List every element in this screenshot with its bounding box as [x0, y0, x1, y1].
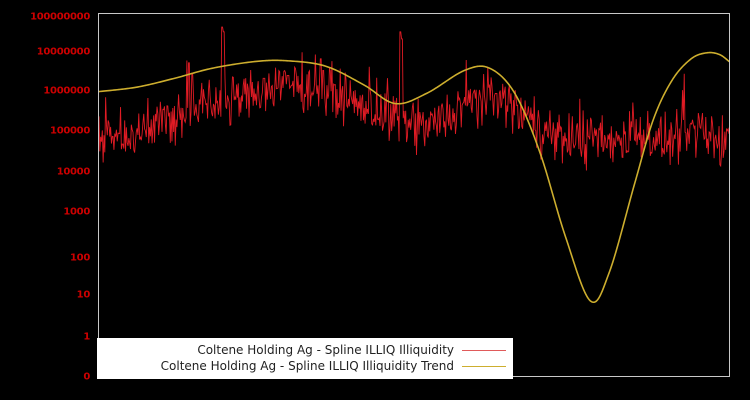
chart-legend: Coltene Holding Ag - Spline ILLIQ Illiqu… — [97, 338, 513, 379]
y-axis-tick-label: 0 — [83, 371, 90, 383]
y-axis-tick-label: 100000 — [50, 125, 90, 137]
legend-swatch-trend-icon — [462, 365, 506, 367]
legend-entry-illiquidity: Coltene Holding Ag - Spline ILLIQ Illiqu… — [104, 342, 506, 358]
series-line-illiquidity — [99, 26, 729, 171]
legend-label-illiquidity-trend: Coltene Holding Ag - Spline ILLIQ Illiqu… — [160, 359, 454, 373]
legend-label-illiquidity: Coltene Holding Ag - Spline ILLIQ Illiqu… — [197, 343, 454, 357]
series-line-illiquidity-trend — [99, 51, 729, 304]
legend-entry-illiquidity-trend: Coltene Holding Ag - Spline ILLIQ Illiqu… — [104, 358, 506, 374]
y-axis-tick-label: 10 — [76, 289, 91, 301]
y-axis-tick-label: 10000000 — [36, 46, 91, 58]
legend-swatch-illiq-icon — [462, 349, 506, 351]
y-axis-tick-label: 10000 — [56, 166, 91, 178]
plot-area — [98, 13, 730, 377]
y-axis-tick-label: 1 — [83, 331, 90, 343]
y-axis-tick-label: 100000000 — [30, 11, 90, 23]
y-axis-tick-label: 1000000 — [43, 85, 90, 97]
y-axis-tick-label: 100 — [70, 252, 90, 264]
chart-series-svg — [99, 26, 729, 304]
y-axis-tick-label: 1000 — [63, 206, 90, 218]
y-axis-tick-labels: 100000000 10000000 1000000 100000 10000 1000 1… — [0, 0, 90, 400]
